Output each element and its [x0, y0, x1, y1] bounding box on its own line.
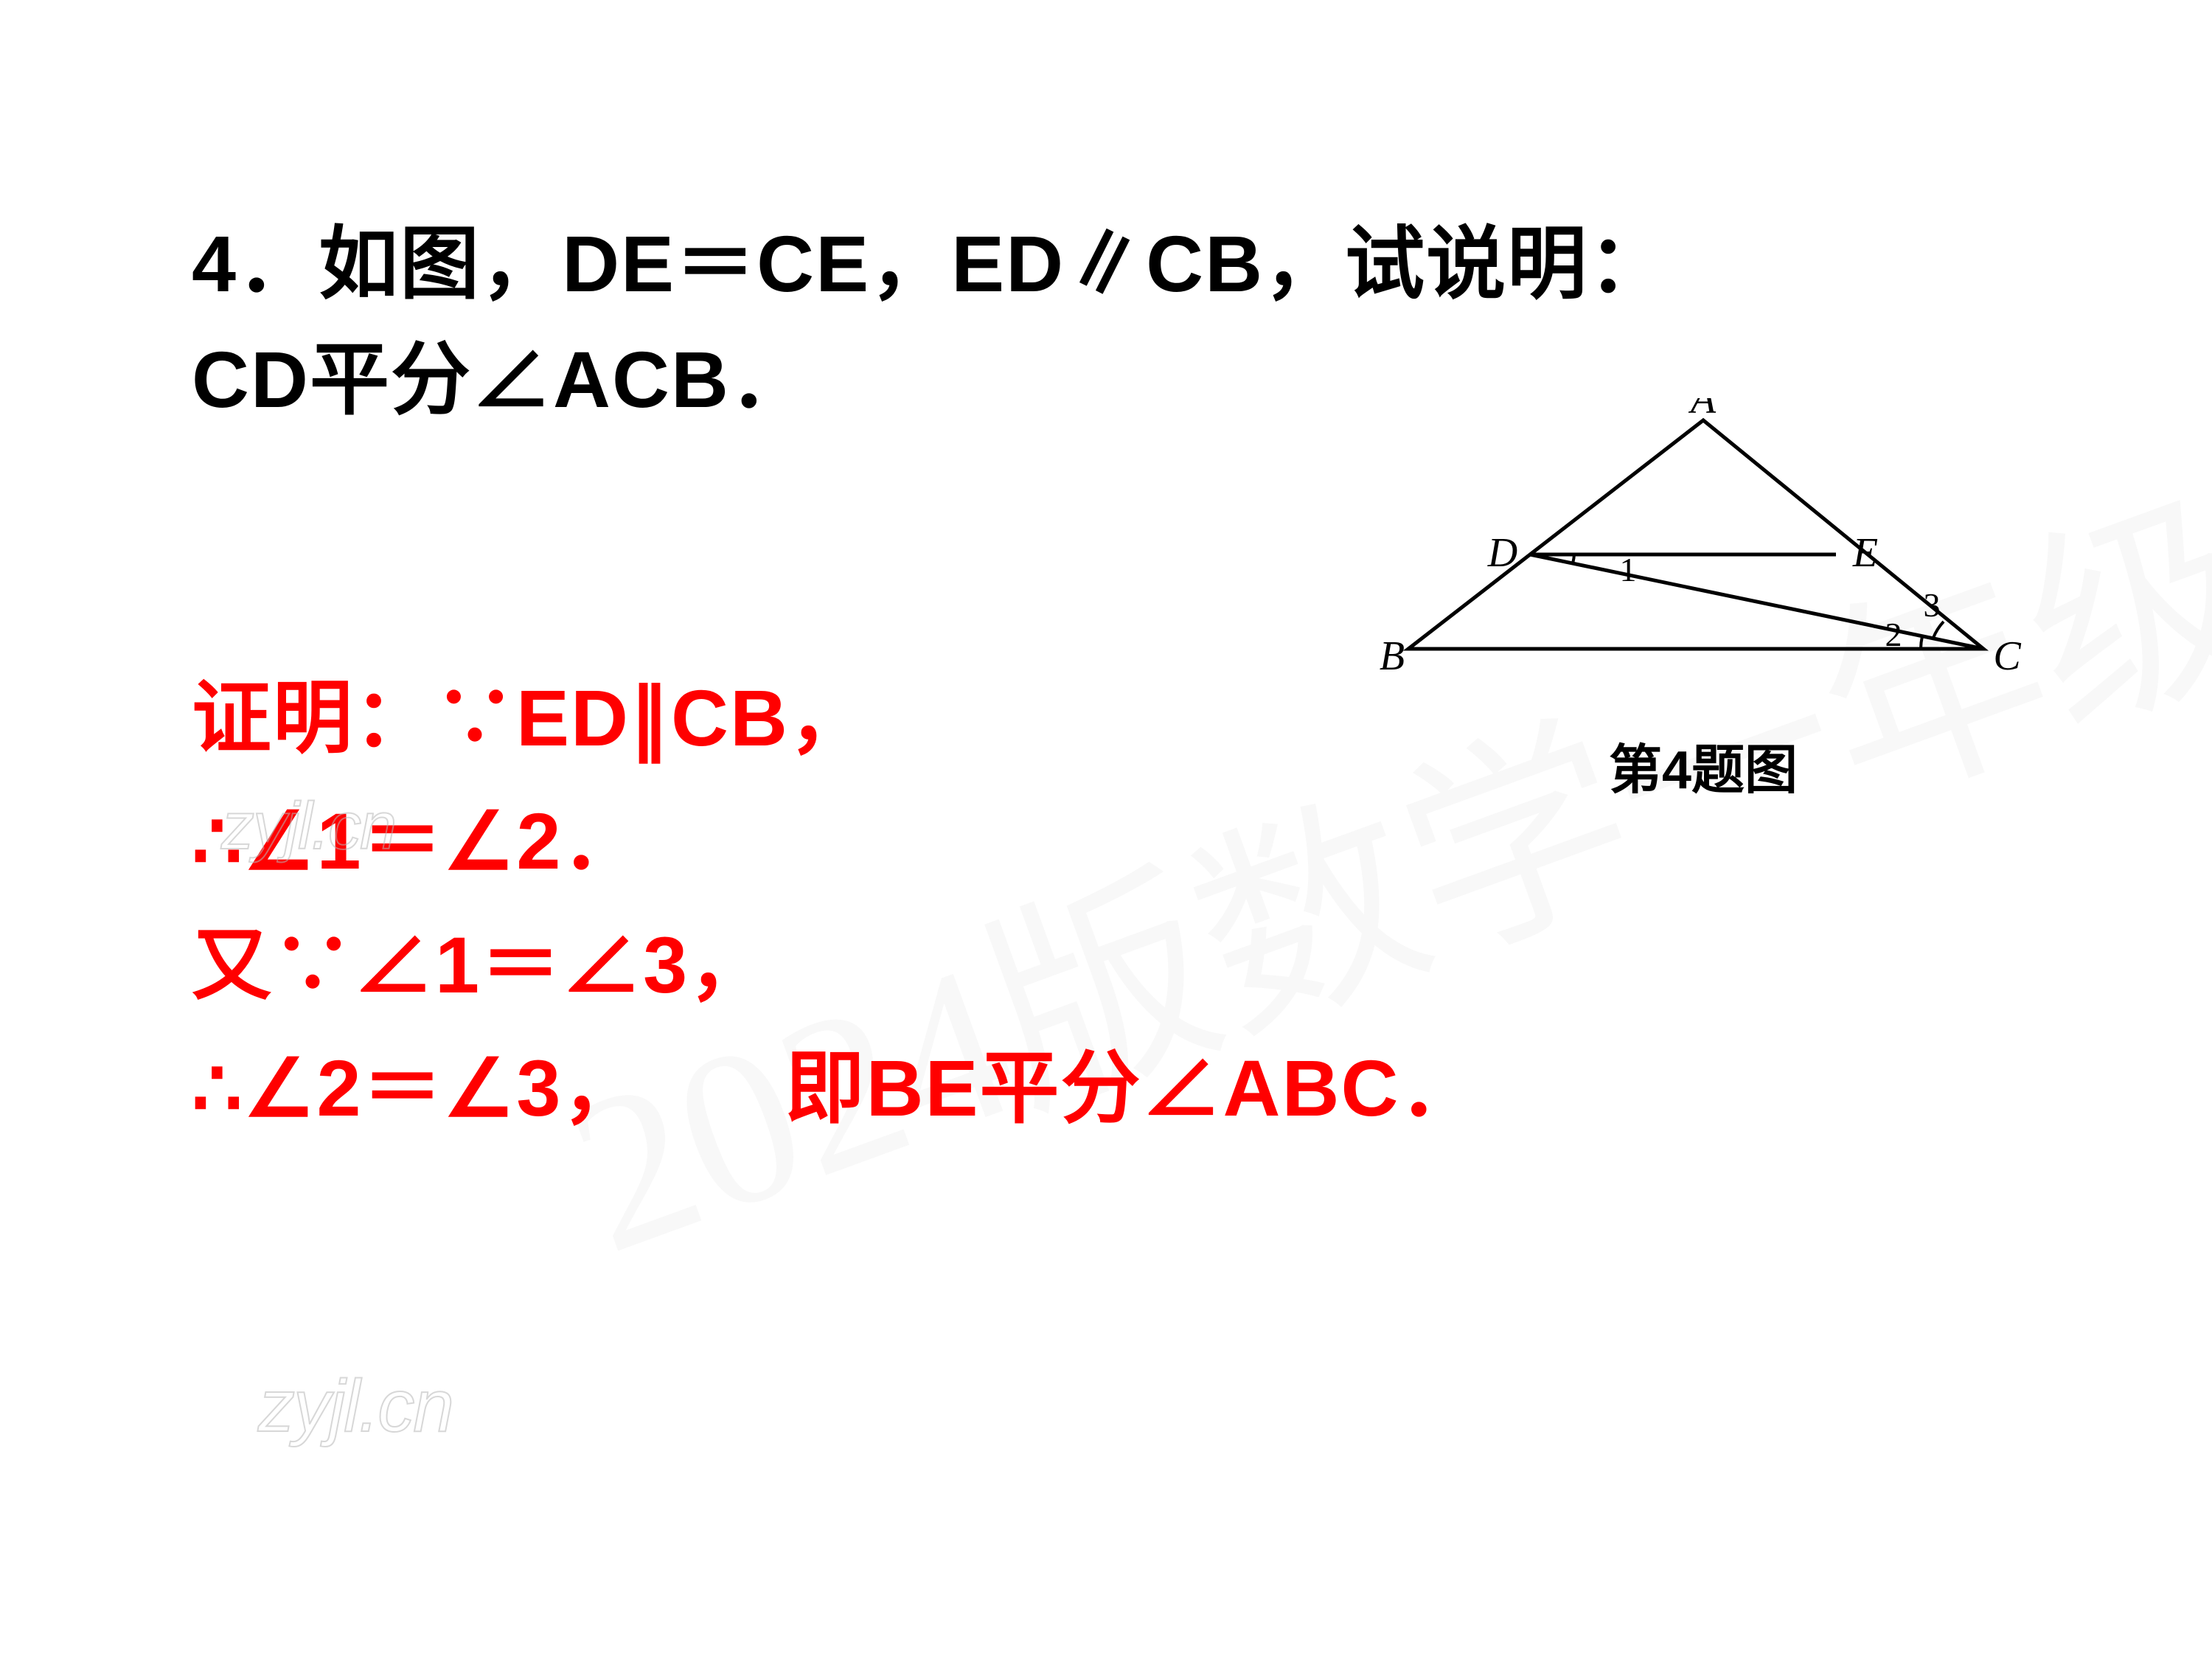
- proof-line-4-text: ∴∠2＝∠3，: [192, 1043, 643, 1133]
- proof-conclusion: 即BE平分∠ABC．: [785, 1026, 1481, 1150]
- angle-arc-2: [1921, 636, 1922, 649]
- label-C: C: [1993, 633, 2021, 679]
- angle-arc-3: [1933, 622, 1944, 638]
- label-angle-3: 3: [1924, 586, 1941, 624]
- label-A: A: [1688, 398, 1717, 422]
- proof-line-1: 证明：∵ED∥CB，: [192, 656, 1371, 779]
- angle-arc-1: [1573, 554, 1574, 563]
- proof-line-4: ∴∠2＝∠3， 即BE平分∠ABC．: [192, 1026, 1371, 1150]
- question-line-1: 4．如图，DE＝CE，ED∥CB，试说明：: [192, 206, 2020, 322]
- watermark-2-text: zyjl.cn: [258, 1365, 453, 1447]
- label-angle-2: 2: [1885, 616, 1902, 653]
- line-DC: [1530, 554, 1983, 649]
- diagram-wrap: A B C D E 1 2 3 第4题图: [1379, 398, 2028, 804]
- triangle-diagram: A B C D E 1 2 3: [1379, 398, 2028, 708]
- label-angle-1: 1: [1620, 551, 1637, 588]
- watermark-1-text: zyjl.cn: [221, 790, 395, 863]
- label-E: E: [1852, 530, 1878, 576]
- diagram-caption: 第4题图: [1379, 726, 2028, 804]
- label-D: D: [1487, 530, 1517, 576]
- proof-block: 证明：∵ED∥CB， ∴∠1＝∠2． 又∵∠1＝∠3， ∴∠2＝∠3， 即BE平…: [192, 656, 1371, 1150]
- proof-line-3: 又∵∠1＝∠3，: [192, 903, 1371, 1026]
- label-B: B: [1380, 633, 1405, 679]
- watermark-1: zyjl.cn: [221, 789, 395, 865]
- watermark-2: zyjl.cn: [258, 1364, 453, 1449]
